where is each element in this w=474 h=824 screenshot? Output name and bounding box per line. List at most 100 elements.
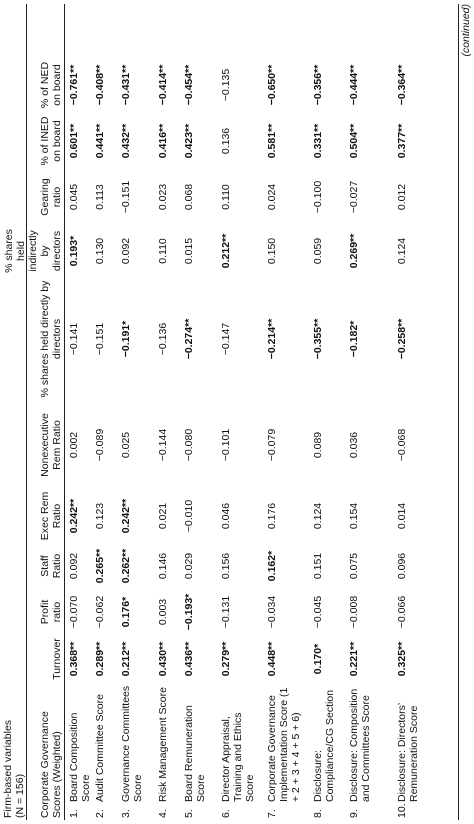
column-header-7: % shares held indirectly by directors (3, 229, 63, 273)
column-header-2: Profit ratio (39, 599, 63, 625)
table-cell: 0.269** (348, 233, 360, 269)
table-cell: −0.444** (348, 64, 360, 106)
table-cell: 0.221** (348, 641, 360, 677)
row-label-text: Disclosure: Compliance/CG Section (312, 689, 336, 802)
table-cell: 0.075 (348, 552, 360, 580)
table-cell: 0.092 (120, 237, 132, 265)
table-cell: 0.170* (312, 643, 324, 675)
column-header-4: Exec Rem Ratio (39, 491, 63, 541)
row-label-text: Audit Committee Score (94, 694, 106, 802)
bottom-rule (458, 4, 459, 820)
table-cell: −0.454** (183, 64, 195, 106)
table-cell: 0.059 (312, 237, 324, 265)
column-header-9: % of INED on board (39, 116, 63, 166)
table-cell: 0.423** (183, 123, 195, 159)
column-header-8: Gearing ratio (39, 178, 63, 216)
table-cell: −0.414** (157, 64, 169, 106)
table-cell: 0.432** (120, 123, 132, 159)
table-cell: −0.008 (348, 595, 360, 629)
table-cell: 0.029 (183, 552, 195, 580)
table-cell: 0.176 (266, 502, 278, 530)
table-cell: 0.036 (348, 431, 360, 459)
table-cell: 0.436** (183, 641, 195, 677)
row-number: 5. (183, 809, 195, 818)
row-number: 2. (94, 809, 106, 818)
table-cell: 0.176* (120, 596, 132, 628)
table-cell: −0.761** (68, 64, 80, 106)
row-label: 9. Disclosure: Composition and Committees… (348, 684, 372, 818)
table-cell: −0.068 (396, 428, 408, 462)
table-cell: 0.416** (157, 123, 169, 159)
table-cell: 0.110 (220, 184, 232, 210)
table-cell: 0.430** (157, 641, 169, 677)
table-cell: −0.274** (183, 318, 195, 360)
table-cell: 0.123 (94, 502, 106, 530)
row-label: 1. Board Composition Score (68, 684, 92, 818)
column-header-6: % shares held directly by directors (39, 280, 63, 398)
table-cell: 0.092 (68, 552, 80, 580)
table-cell: −0.214** (266, 318, 278, 360)
table-cell: −0.144 (157, 428, 169, 462)
row-label-text: Risk Management Score (157, 687, 169, 802)
table-cell: 0.581** (266, 123, 278, 159)
table-cell: 0.151 (312, 552, 324, 580)
table-cell: −0.147 (220, 322, 232, 356)
table-cell: 0.601** (68, 123, 80, 159)
table-cell: 0.046 (220, 502, 232, 530)
table-cell: 0.130 (94, 237, 106, 265)
table-cell: 0.441** (94, 123, 106, 159)
table-cell: −0.136 (157, 322, 169, 356)
table-cell: −0.080 (183, 428, 195, 462)
table-cell: 0.124 (312, 502, 324, 530)
row-label: 4. Risk Management Score (157, 684, 169, 818)
table-cell: 0.024 (266, 183, 278, 211)
row-label-text: Board Remuneration Score (183, 705, 207, 802)
row-label: 10. Disclosure: Directors’ Remuneration S… (396, 684, 420, 818)
table-cell: 0.146 (157, 552, 169, 580)
row-number: 3. (120, 809, 132, 818)
table-cell: −0.364** (396, 64, 408, 106)
table-cell: 0.068 (183, 183, 195, 211)
table-cell: −0.070 (68, 595, 80, 629)
column-header-1: Turnover (51, 638, 63, 680)
table-cell: 0.242** (68, 498, 80, 534)
row-label-text: Director Appraisal, Training and Ethics … (220, 712, 256, 803)
row-label: 2. Audit Committee Score (94, 684, 106, 818)
row-number: 1. (68, 809, 80, 818)
table-caption: Firm-based variables (N = 156) (2, 720, 26, 818)
table-cell: 0.154 (348, 502, 360, 530)
table-cell: −0.131 (220, 595, 232, 629)
table-cell: 0.162* (266, 550, 278, 582)
table-cell: −0.079 (266, 428, 278, 462)
table-cell: 0.368** (68, 641, 80, 677)
row-number: 9. (348, 809, 360, 818)
table-cell: −0.135 (220, 68, 232, 102)
table-cell: 0.025 (120, 431, 132, 459)
row-label: 6. Director Appraisal, Training and Ethic… (220, 684, 256, 819)
table-cell: 0.003 (157, 598, 169, 626)
table-cell: −0.431** (120, 64, 132, 106)
table-cell: −0.062 (94, 595, 106, 629)
table-cell: 0.045 (68, 183, 80, 211)
row-number: 4. (157, 809, 169, 818)
table-cell: −0.066 (396, 595, 408, 629)
table-cell: 0.113 (94, 184, 106, 210)
row-label: 7. Corporate Governance Implementation Sc… (266, 684, 302, 818)
table-cell: 0.136 (220, 127, 232, 155)
table-cell: −0.100 (312, 180, 324, 214)
table-cell: 0.377** (396, 123, 408, 159)
column-header-10: % of NED on board (39, 61, 63, 109)
table-cell: 0.110 (157, 238, 169, 264)
table-cell: 0.331** (312, 123, 324, 159)
caption-line-2: (N = 156) (14, 773, 26, 818)
row-label-text: Board Composition Score (68, 712, 92, 802)
table-cell: −0.141 (68, 322, 80, 356)
table-cell: 0.021 (157, 502, 169, 530)
row-number: 7. (266, 809, 278, 818)
row-label: 5. Board Remuneration Score (183, 684, 207, 818)
table-cell: −0.034 (266, 595, 278, 629)
table-cell: 0.014 (396, 502, 408, 530)
table-cell: −0.151 (120, 180, 132, 214)
row-number: 8. (312, 809, 324, 818)
table-cell: −0.650** (266, 64, 278, 106)
